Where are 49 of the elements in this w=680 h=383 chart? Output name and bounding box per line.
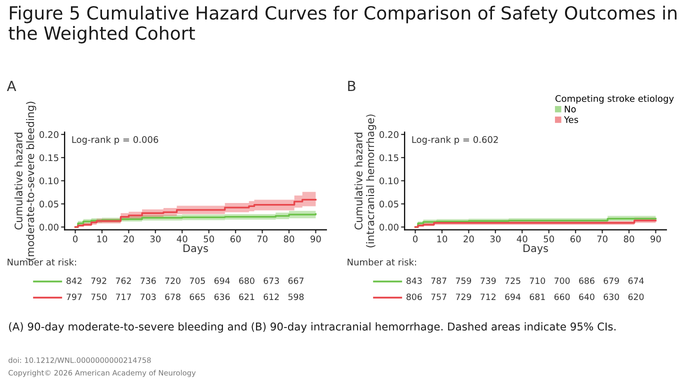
x-tick-label: 30: [490, 236, 501, 242]
x-tick-label: 80: [284, 236, 294, 242]
x-tick-label: 70: [257, 236, 268, 242]
x-tick-label: 90: [310, 236, 321, 242]
x-tick-label: 0: [73, 236, 78, 242]
text: B: [348, 80, 356, 91]
x-tick-label: 60: [230, 236, 241, 242]
y-tick-label: 0.15: [40, 154, 58, 162]
legend-label: No: [564, 106, 576, 112]
text: (A) 90-day moderate-to-severe bleeding and (B) 90-day intracranial hemorrhage. Dashed areas indicate 95% CIs.: [9, 322, 616, 333]
x-tick-label: 10: [97, 236, 108, 242]
x-tick-label: 70: [597, 236, 608, 242]
text: 797 750 717 703 678 665 636 621 612 598: [66, 294, 304, 300]
x-tick-label: 90: [650, 236, 661, 242]
x-tick-label: 60: [570, 236, 581, 242]
y-tick-label: 0.20: [380, 131, 398, 138]
y-tick-label: 0.20: [40, 131, 58, 138]
x-tick-label: 50: [204, 236, 214, 242]
annotation: Log-rank p = 0.602: [412, 136, 498, 145]
x-tick-label: 40: [176, 236, 188, 242]
x-axis-title: Days: [184, 244, 208, 254]
text: 843 787 759 739 725 710 700 686 679 674: [406, 277, 644, 284]
x-tick-label: 0: [413, 236, 418, 242]
legend-title: Competing stroke etiology: [555, 94, 674, 104]
text: 842 792 762 736 720 705 694 680 673 667: [66, 277, 304, 284]
x-tick-label: 10: [437, 236, 448, 242]
legend-label: Yes: [564, 116, 578, 124]
annotation: Log-rank p = 0.006: [72, 136, 158, 145]
y-tick-label: 0.10: [380, 177, 398, 184]
text: Number at risk:: [348, 258, 416, 266]
x-tick-label: 50: [544, 236, 554, 242]
chart-title: Figure 5 Cumulative Hazard Curves for Comparison of Safety Outcomes in the Weighted Cohort: [8, 6, 676, 44]
x-tick-label: 40: [516, 236, 528, 242]
y-tick-label: 0.05: [40, 200, 58, 208]
y-tick-label: 0.15: [380, 154, 398, 162]
y-tick-label: 0.10: [40, 177, 58, 184]
x-tick-label: 20: [464, 236, 474, 242]
text: 806 757 729 712 694 681 660 640 630 620: [406, 294, 644, 300]
x-tick-label: 20: [124, 236, 134, 242]
x-axis-title: Days: [524, 244, 548, 254]
text: A: [6, 80, 16, 91]
x-tick-label: 80: [624, 236, 634, 242]
y-tick-label: 0.05: [380, 200, 398, 208]
y-axis-title: Cumulative hazard (moderate-to-severe bleeding): [14, 102, 36, 260]
y-axis-title: Cumulative hazard (intracranial hemorrhage): [354, 114, 376, 248]
y-tick-label: 0.00: [380, 224, 398, 231]
text: Number at risk:: [8, 258, 76, 266]
x-tick-label: 30: [150, 236, 161, 242]
y-tick-label: 0.00: [40, 224, 58, 231]
